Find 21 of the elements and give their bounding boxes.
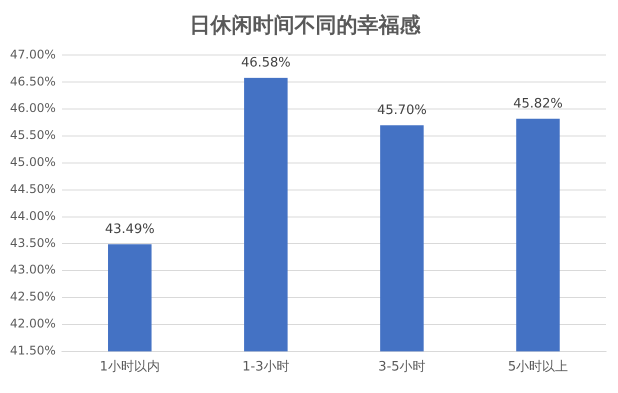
y-tick-label: 47.00% xyxy=(10,47,56,62)
y-tick-label: 46.50% xyxy=(10,74,56,88)
data-label: 43.49% xyxy=(104,222,155,238)
y-tick-label: 43.50% xyxy=(10,236,56,250)
y-tick-label: 45.50% xyxy=(10,128,56,142)
y-tick-label: 44.50% xyxy=(10,182,56,196)
x-tick-label: 1-3小时 xyxy=(242,360,290,375)
x-tick-label: 5小时以上 xyxy=(508,360,568,375)
data-label: 46.58% xyxy=(241,56,291,71)
y-tick-label: 44.00% xyxy=(10,208,56,223)
x-tick-label: 3-5小时 xyxy=(378,360,426,375)
y-tick-label: 46.00% xyxy=(10,101,56,116)
y-tick-label: 41.50% xyxy=(10,344,56,358)
y-tick-label: 43.00% xyxy=(10,262,56,277)
data-label: 45.70% xyxy=(377,103,427,118)
data-label: 45.82% xyxy=(513,96,563,112)
chart-title: 日休闲时间不同的幸福感 xyxy=(190,13,422,38)
x-tick-label: 1小时以内 xyxy=(100,360,160,375)
y-tick-label: 45.00% xyxy=(10,155,56,170)
y-tick-label: 42.00% xyxy=(10,316,56,331)
y-tick-label: 42.50% xyxy=(10,290,56,304)
